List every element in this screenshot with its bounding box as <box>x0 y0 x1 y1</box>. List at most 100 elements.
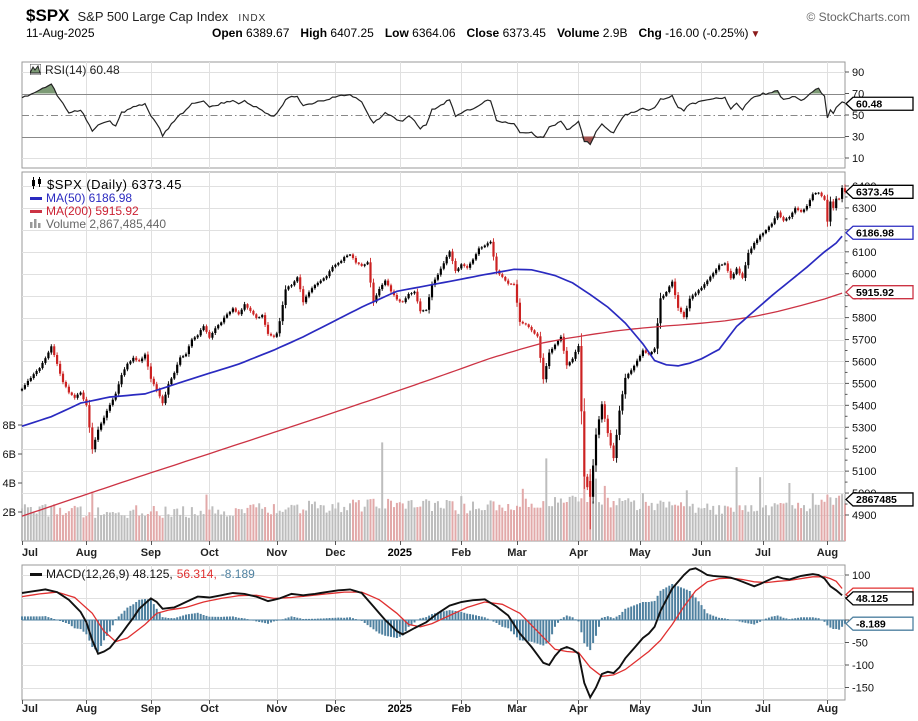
svg-text:Apr: Apr <box>569 547 589 559</box>
svg-text:5300: 5300 <box>852 422 876 434</box>
svg-text:100: 100 <box>852 570 870 582</box>
quote-close: Close 6373.45 <box>466 26 546 40</box>
svg-text:-150: -150 <box>852 683 874 695</box>
svg-text:5500: 5500 <box>852 378 876 390</box>
svg-text:60.48: 60.48 <box>856 99 882 111</box>
ma50-legend-label: MA(50) 6186.98 <box>46 191 133 205</box>
quote-low: Low 6364.06 <box>384 26 456 40</box>
svg-text:Aug: Aug <box>76 547 97 559</box>
svg-text:6300: 6300 <box>852 203 876 215</box>
svg-text:May: May <box>629 547 651 559</box>
volume-bars <box>21 442 846 542</box>
svg-text:Jul: Jul <box>22 547 38 559</box>
svg-text:Nov: Nov <box>266 703 288 715</box>
quote-volume: Volume 2.9B <box>556 26 628 40</box>
svg-text:6186.98: 6186.98 <box>856 228 894 240</box>
svg-text:Mar: Mar <box>507 703 527 715</box>
volume-bars-icon <box>30 218 42 231</box>
moving-averages <box>21 235 843 517</box>
svg-text:Aug: Aug <box>76 703 97 715</box>
macd-signal-value: 56.314, <box>176 567 217 581</box>
candlestick-icon <box>30 177 43 192</box>
svg-text:Jul: Jul <box>22 703 38 715</box>
ma200-swatch <box>30 210 42 213</box>
rsi-legend-label: RSI(14) 60.48 <box>45 63 120 77</box>
svg-text:5100: 5100 <box>852 466 876 478</box>
quote-open: Open 6389.67 <box>212 26 290 40</box>
svg-text:Oct: Oct <box>200 547 219 559</box>
ma200-legend-label: MA(200) 5915.92 <box>46 204 139 218</box>
svg-text:Dec: Dec <box>325 703 345 715</box>
stockcharts-credit: © StockCharts.com <box>806 10 910 24</box>
ma50-swatch <box>30 197 42 200</box>
svg-text:8B: 8B <box>3 420 16 432</box>
svg-text:2025: 2025 <box>388 703 412 715</box>
svg-text:Aug: Aug <box>817 547 838 559</box>
quote-high: High 6407.25 <box>300 26 374 40</box>
svg-text:6000: 6000 <box>852 269 876 281</box>
price-legend-label: $SPX (Daily) 6373.45 <box>47 177 183 192</box>
rsi-icon <box>29 63 42 78</box>
svg-text:5700: 5700 <box>852 335 876 347</box>
svg-text:Jul: Jul <box>755 703 771 715</box>
svg-text:Feb: Feb <box>452 547 472 559</box>
symbol: $SPX <box>26 6 70 25</box>
header-quote-row: 11-Aug-2025 Open 6389.67 High 6407.25 Lo… <box>26 26 910 40</box>
svg-text:4900: 4900 <box>852 510 876 522</box>
svg-text:2025: 2025 <box>388 547 412 559</box>
quote-change: Chg -16.00 (-0.25%) ▼ <box>638 26 761 40</box>
value-tags: 60.486186.985915.9228674856373.4556.3144… <box>845 96 914 631</box>
svg-text:10: 10 <box>852 153 864 165</box>
rsi-panel <box>21 83 846 146</box>
svg-text:Oct: Oct <box>200 703 219 715</box>
svg-text:Nov: Nov <box>266 547 288 559</box>
svg-text:Mar: Mar <box>507 547 527 559</box>
svg-text:Dec: Dec <box>325 547 345 559</box>
volume-legend-label: Volume 2,867,485,440 <box>46 217 167 231</box>
index-name: S&P 500 Large Cap Index <box>77 9 229 24</box>
rsi-legend: RSI(14) 60.48 <box>29 63 120 78</box>
svg-text:May: May <box>629 703 651 715</box>
svg-text:5915.92: 5915.92 <box>856 287 894 299</box>
svg-text:Jul: Jul <box>755 547 771 559</box>
svg-text:50: 50 <box>852 110 864 122</box>
svg-text:48.125: 48.125 <box>856 593 888 605</box>
svg-text:5400: 5400 <box>852 400 876 412</box>
svg-text:Jun: Jun <box>692 703 712 715</box>
svg-text:2867485: 2867485 <box>856 494 897 506</box>
macd-legend: MACD(12,26,9) 48.125, 56.314, -8.189 <box>30 568 255 581</box>
svg-text:90: 90 <box>852 67 864 79</box>
svg-text:30: 30 <box>852 132 864 144</box>
price-legend: $SPX (Daily) 6373.45 MA(50) 6186.98 MA(2… <box>30 177 182 231</box>
svg-text:Sep: Sep <box>141 547 161 559</box>
svg-text:5200: 5200 <box>852 444 876 456</box>
exchange-tag: INDX <box>238 13 267 24</box>
svg-text:6100: 6100 <box>852 247 876 259</box>
svg-text:Jun: Jun <box>692 547 712 559</box>
svg-text:5600: 5600 <box>852 356 876 368</box>
svg-text:-50: -50 <box>852 638 868 650</box>
svg-text:6373.45: 6373.45 <box>856 187 894 199</box>
svg-text:5800: 5800 <box>852 313 876 325</box>
svg-text:Aug: Aug <box>817 703 838 715</box>
svg-text:Apr: Apr <box>569 703 589 715</box>
svg-text:Feb: Feb <box>452 703 472 715</box>
svg-text:-100: -100 <box>852 660 874 672</box>
header-title-row: $SPX S&P 500 Large Cap Index INDX © Stoc… <box>26 6 910 26</box>
svg-text:2B: 2B <box>3 507 16 519</box>
x-axis-labels: Jul Aug Sep Oct Nov Dec 2025 Feb Mar Apr May Jun Jul… <box>22 547 838 715</box>
quote-date: 11-Aug-2025 <box>26 26 95 40</box>
change-down-arrow-icon: ▼ <box>750 29 761 40</box>
macd-legend-label: MACD(12,26,9) 48.125, <box>46 567 173 581</box>
macd-panel <box>21 567 846 700</box>
candlesticks <box>20 184 847 530</box>
svg-text:4B: 4B <box>3 478 16 490</box>
svg-text:6B: 6B <box>3 449 16 461</box>
svg-text:-8.189: -8.189 <box>856 618 886 630</box>
svg-text:Sep: Sep <box>141 703 161 715</box>
macd-hist-value: -8.189 <box>220 567 255 581</box>
volume-axis-labels: 8B 6B 4B 2B <box>3 420 22 519</box>
macd-swatch <box>30 573 42 576</box>
